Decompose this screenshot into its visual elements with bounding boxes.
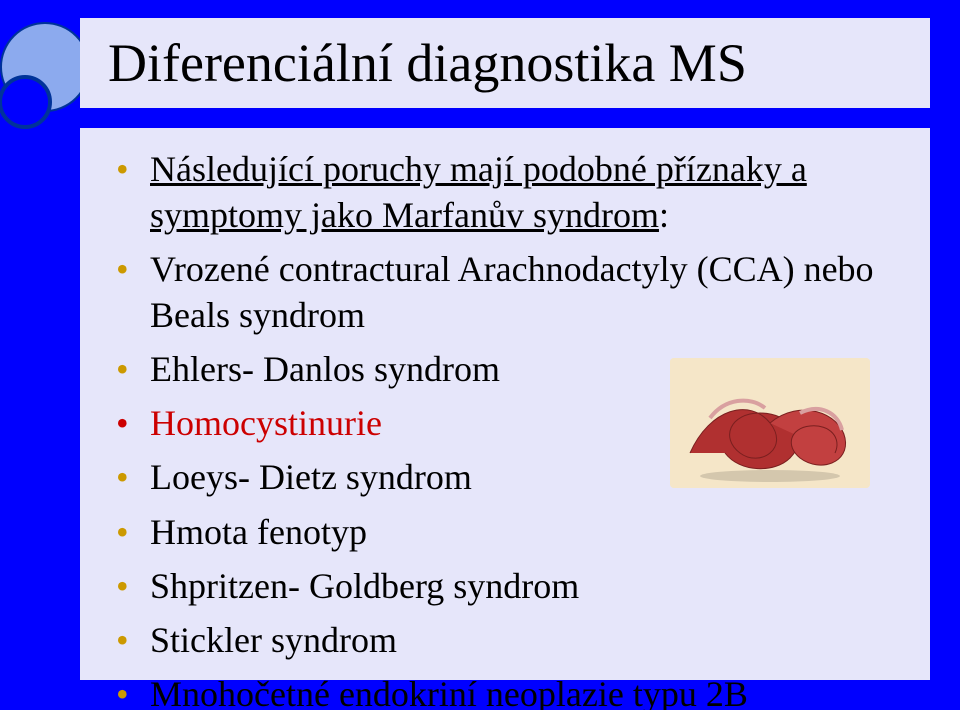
lead-bullet: Následující poruchy mají podobné příznak… [108, 146, 902, 238]
list-item: Mnohočetné endokriní neoplazie typu 2B [108, 671, 902, 710]
list-item-text: Homocystinurie [150, 403, 382, 443]
lead-underlined: Následující poruchy mají podobné příznak… [150, 149, 807, 235]
content-panel: Následující poruchy mají podobné příznak… [80, 128, 930, 680]
list-item-text: Ehlers- Danlos syndrom [150, 349, 500, 389]
list-item-text: Vrozené contractural Arachnodactyly (CCA… [150, 249, 874, 335]
list-item: Hmota fenotyp [108, 509, 902, 555]
knot-illustration [670, 358, 870, 488]
list-item-text: Shpritzen- Goldberg syndrom [150, 566, 579, 606]
title-panel: Diferenciální diagnostika MS [80, 18, 930, 108]
list-item-text: Hmota fenotyp [150, 512, 367, 552]
list-item-text: Mnohočetné endokriní neoplazie typu 2B [150, 674, 748, 710]
list-item: Shpritzen- Goldberg syndrom [108, 563, 902, 609]
list-item-text: Stickler syndrom [150, 620, 397, 660]
list-item: Vrozené contractural Arachnodactyly (CCA… [108, 246, 902, 338]
slide-title: Diferenciální diagnostika MS [80, 32, 747, 94]
lead-suffix: : [659, 195, 669, 235]
list-item: Stickler syndrom [108, 617, 902, 663]
list-item-text: Loeys- Dietz syndrom [150, 457, 472, 497]
